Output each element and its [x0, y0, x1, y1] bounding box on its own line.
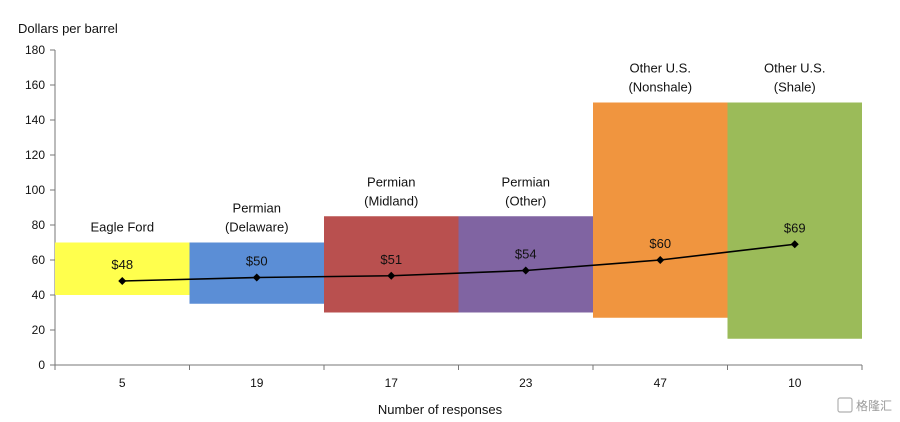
x-axis-title: Number of responses	[378, 402, 503, 417]
x-tick-label: 5	[119, 376, 126, 390]
price-point	[252, 273, 261, 282]
region-label: (Other)	[505, 193, 546, 208]
x-tick-label: 23	[519, 376, 533, 390]
region-label: Permian	[502, 174, 550, 189]
x-tick-label: 17	[385, 376, 399, 390]
y-tick-label: 100	[25, 183, 45, 197]
region-label: Eagle Ford	[90, 220, 154, 235]
watermark-logo-icon	[837, 397, 853, 413]
region-label: (Nonshale)	[628, 80, 692, 95]
region-label: (Midland)	[364, 193, 418, 208]
y-axis-title: Dollars per barrel	[18, 21, 118, 36]
range-bar	[189, 242, 324, 304]
y-tick-label: 160	[25, 78, 45, 92]
region-label: Other U.S.	[764, 61, 825, 76]
watermark: 格隆汇	[837, 397, 892, 413]
range-bar	[55, 242, 190, 295]
price-point	[790, 240, 799, 249]
price-line	[122, 243, 795, 282]
range-bar	[324, 216, 459, 313]
region-label: (Shale)	[774, 80, 816, 95]
price-data-label: $69	[784, 220, 806, 235]
y-tick-label: 180	[25, 43, 45, 57]
y-tick-label: 0	[38, 358, 45, 372]
region-label: Other U.S.	[630, 61, 691, 76]
plot-area: 0 20 40 60 80 100 120 140 160 180 Eagle Ford Permia…	[25, 43, 863, 390]
range-bar	[593, 102, 728, 318]
price-data-label: $48	[111, 257, 133, 272]
y-tick-label: 80	[32, 218, 46, 232]
region-label: Permian	[233, 201, 281, 216]
price-data-label: $60	[649, 236, 671, 251]
price-point	[521, 266, 530, 275]
price-data-label: $54	[515, 247, 537, 262]
y-tick-label: 40	[32, 288, 46, 302]
x-tick-label: 10	[788, 376, 802, 390]
price-point	[387, 271, 396, 280]
range-bar	[727, 102, 862, 339]
y-tick-label: 140	[25, 113, 45, 127]
region-label: Permian	[367, 174, 415, 189]
price-point	[656, 256, 665, 264]
y-tick-label: 20	[32, 323, 46, 337]
watermark-text: 格隆汇	[856, 398, 892, 413]
y-tick-label: 120	[25, 148, 45, 162]
range-bar	[458, 216, 593, 313]
region-label: (Delaware)	[225, 220, 289, 235]
x-tick-label: 47	[654, 376, 668, 390]
y-tick-label: 60	[32, 253, 46, 267]
x-tick-label: 19	[250, 376, 264, 390]
price-point	[118, 277, 127, 285]
price-data-label: $51	[380, 252, 402, 267]
price-data-label: $50	[246, 254, 268, 269]
